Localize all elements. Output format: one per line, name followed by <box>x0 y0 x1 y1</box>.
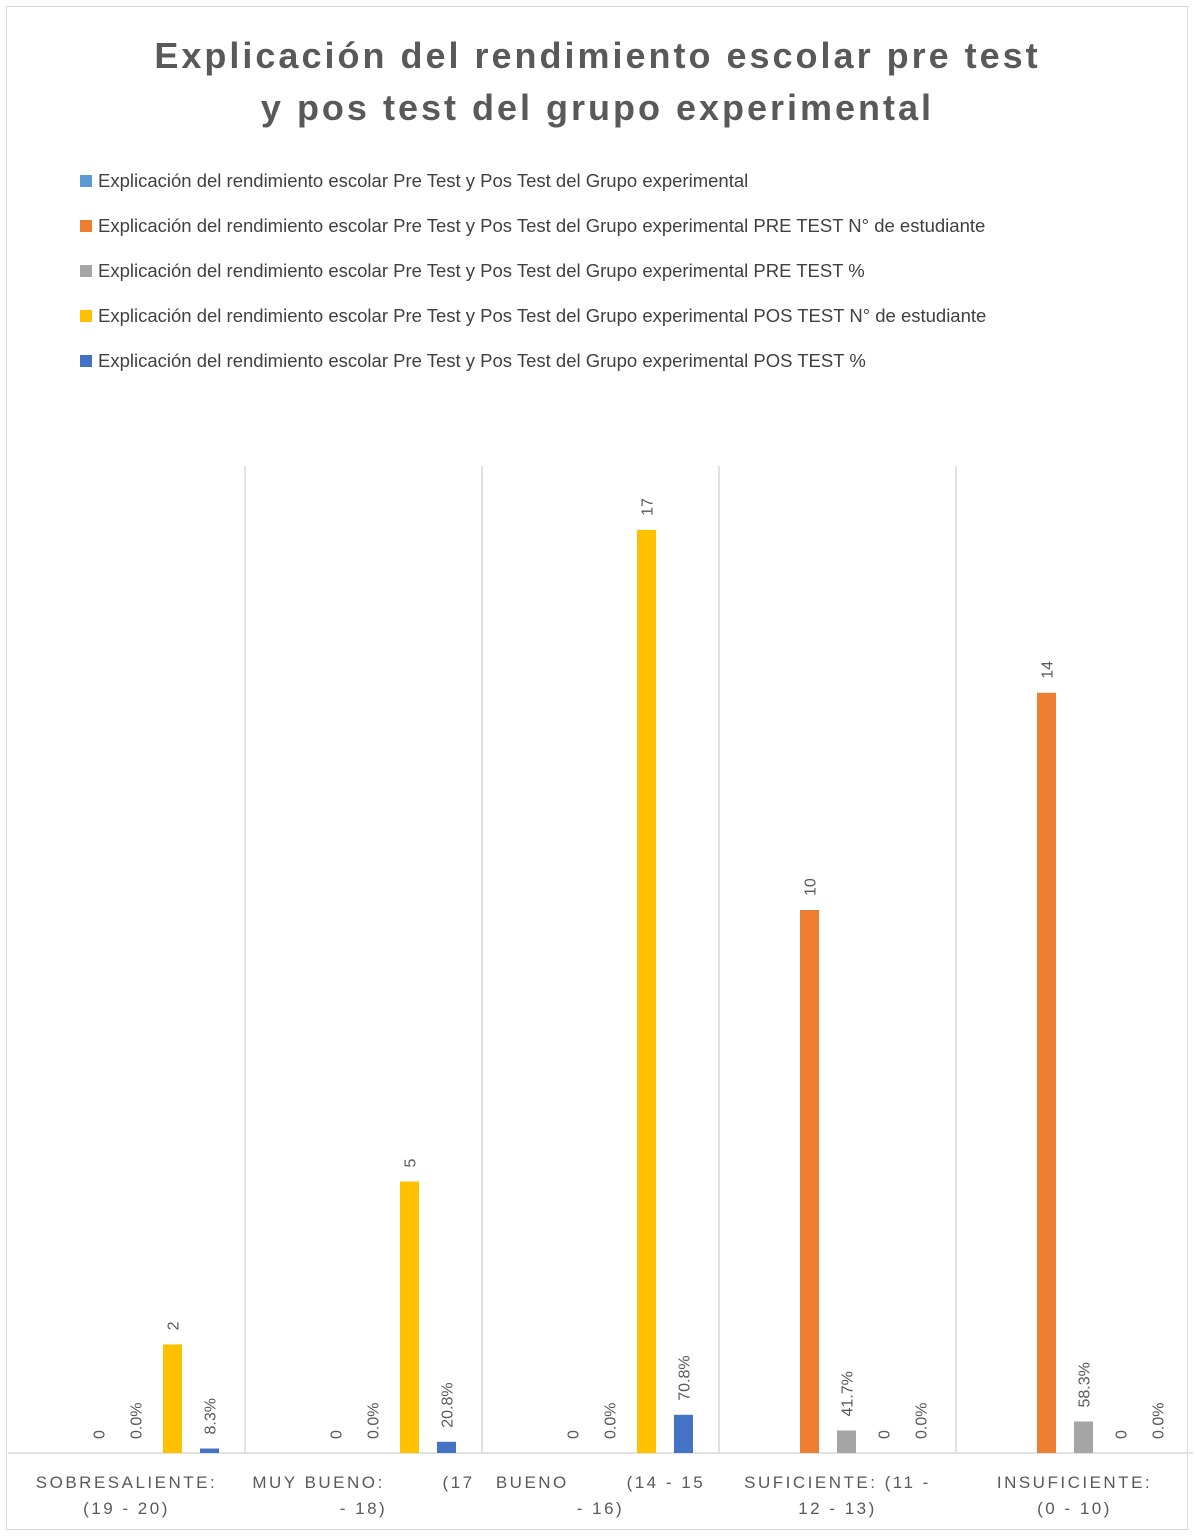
x-tick-label: BUENO (14 - 15 <box>496 1473 705 1492</box>
x-tick-label: - 18) <box>340 1499 387 1518</box>
legend-label: Explicación del rendimiento escolar Pre … <box>98 259 865 281</box>
legend-label: Explicación del rendimiento escolar Pre … <box>98 304 987 326</box>
chart-title-line-2: y pos test del grupo experimental <box>260 87 935 128</box>
x-tick-label: SUFICIENTE: (11 - <box>744 1473 931 1492</box>
data-label: 20.8% <box>440 1382 457 1427</box>
bar <box>837 1430 856 1453</box>
data-label: 58.3% <box>1077 1362 1094 1407</box>
legend-item: Explicación del rendimiento escolar Pre … <box>80 338 986 383</box>
legend-swatch <box>80 354 92 367</box>
x-tick-label: (19 - 20) <box>83 1499 170 1518</box>
data-label: 0 <box>877 1430 894 1439</box>
bar <box>437 1441 456 1453</box>
chart-title: Explicación del rendimiento escolar pre … <box>0 30 1195 134</box>
bar <box>1037 692 1056 1453</box>
legend-item: Explicación del rendimiento escolar Pre … <box>80 203 986 248</box>
chart-title-line-1: Explicación del rendimiento escolar pre … <box>154 35 1041 76</box>
legend-swatch <box>80 219 92 232</box>
legend-swatch <box>80 309 92 322</box>
legend-swatch <box>80 264 92 277</box>
legend-label: Explicación del rendimiento escolar Pre … <box>98 349 866 371</box>
x-tick-label: - 16) <box>577 1499 624 1518</box>
data-label: 41.7% <box>840 1371 857 1416</box>
data-label: 5 <box>403 1159 420 1168</box>
x-tick-label: MUY BUENO: (17 <box>252 1473 474 1492</box>
x-tick-label: INSUFICIENTE: <box>997 1473 1152 1492</box>
bar <box>163 1344 182 1453</box>
bar <box>674 1414 693 1453</box>
chart-legend: Explicación del rendimiento escolar Pre … <box>80 158 986 383</box>
legend-swatch <box>80 174 92 187</box>
data-label: 0 <box>92 1430 109 1439</box>
data-label: 0.0% <box>129 1403 146 1439</box>
legend-label: Explicación del rendimiento escolar Pre … <box>98 214 986 236</box>
data-label: 0 <box>1114 1430 1131 1439</box>
data-label: 0.0% <box>914 1403 931 1439</box>
data-label: 10 <box>803 878 820 896</box>
data-label: 0 <box>566 1430 583 1439</box>
legend-item: Explicación del rendimiento escolar Pre … <box>80 158 986 203</box>
data-label: 0 <box>329 1430 346 1439</box>
x-tick-label: (0 - 10) <box>1037 1499 1112 1518</box>
x-tick-label: SOBRESALIENTE: <box>36 1473 217 1492</box>
data-label: 8.3% <box>203 1398 220 1434</box>
data-label: 0.0% <box>603 1403 620 1439</box>
bar <box>800 910 819 1453</box>
legend-label: Explicación del rendimiento escolar Pre … <box>98 169 749 191</box>
data-label: 2 <box>166 1321 183 1330</box>
bar <box>637 529 656 1453</box>
data-label: 14 <box>1040 661 1057 679</box>
data-label: 70.8% <box>677 1355 694 1400</box>
bar <box>1074 1421 1093 1453</box>
bar <box>400 1181 419 1453</box>
data-label: 17 <box>640 498 657 516</box>
bar <box>200 1448 219 1453</box>
legend-item: Explicación del rendimiento escolar Pre … <box>80 293 986 338</box>
chart-frame <box>6 6 1188 1530</box>
x-tick-label: 12 - 13) <box>798 1499 877 1518</box>
legend-item: Explicación del rendimiento escolar Pre … <box>80 248 986 293</box>
data-label: 0.0% <box>1151 1403 1168 1439</box>
data-label: 0.0% <box>366 1403 383 1439</box>
